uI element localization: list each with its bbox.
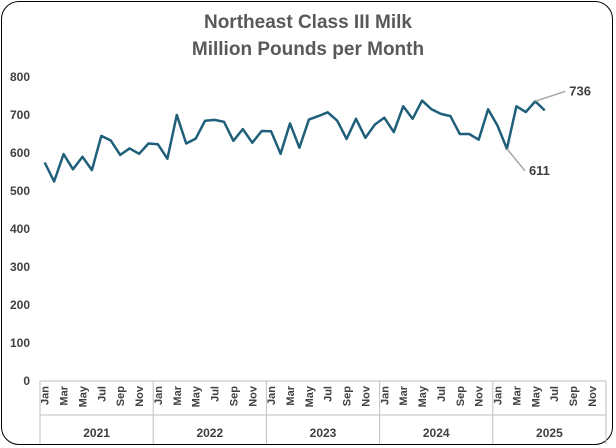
x-tick-label: Mar xyxy=(398,385,410,405)
x-tick-label: Jan xyxy=(379,386,391,405)
x-tick-label: Jan xyxy=(153,386,165,405)
x-tick-label: Nov xyxy=(247,385,259,407)
y-tick-label: 0 xyxy=(23,374,30,388)
x-tick-label: May xyxy=(304,385,316,407)
x-tick-label: Jan xyxy=(493,386,505,405)
annotations: 736 611 xyxy=(506,83,591,178)
y-tick-label: 300 xyxy=(10,260,30,274)
x-tick-label: Sep xyxy=(342,386,354,406)
y-tick-label: 500 xyxy=(10,184,30,198)
x-tick-label: Mar xyxy=(285,385,297,405)
year-label: 2022 xyxy=(196,426,223,440)
y-tick-label: 800 xyxy=(10,70,30,84)
x-tick-label: Sep xyxy=(568,386,580,406)
x-tick-label: May xyxy=(191,385,203,407)
x-tick-label: May xyxy=(77,385,89,407)
annotation-leader xyxy=(506,148,526,172)
x-tick-label: Sep xyxy=(228,386,240,406)
year-label: 2021 xyxy=(83,426,110,440)
x-tick-label: Jan xyxy=(40,386,52,405)
x-tick-label: Jan xyxy=(266,386,278,405)
x-tick-label: Nov xyxy=(587,385,599,407)
annotation-label: 736 xyxy=(569,83,591,98)
x-tick-label: Mar xyxy=(511,385,523,405)
year-label: 2024 xyxy=(423,426,450,440)
x-tick-label: Sep xyxy=(455,386,467,406)
annotation-leader xyxy=(535,90,566,103)
x-tick-label: May xyxy=(530,385,542,407)
chart-title-line-2: Million Pounds per Month xyxy=(192,39,424,60)
y-tick-label: 600 xyxy=(10,146,30,160)
x-tick-label: Jul xyxy=(210,386,222,402)
x-tick-label: Nov xyxy=(134,385,146,407)
year-label: 2023 xyxy=(310,426,337,440)
x-tick-label: Nov xyxy=(474,385,486,407)
x-tick-label: Mar xyxy=(59,385,71,405)
annotation-label: 611 xyxy=(529,163,550,178)
x-tick-label: Jul xyxy=(323,386,335,402)
plot-area xyxy=(43,99,546,183)
chart-title-line-1: Northeast Class III Milk xyxy=(204,12,412,33)
x-tick-label: Jul xyxy=(436,386,448,402)
x-tick-label: Jul xyxy=(549,386,561,402)
x-tick-label: Sep xyxy=(115,386,127,406)
x-tick-label: Nov xyxy=(360,385,372,407)
x-tick-label: Jul xyxy=(96,386,108,402)
x-tick-label: Mar xyxy=(172,385,184,405)
axes: 0 100 200 300 400 500 600 700 800 Jan Mar May Jul Sep… xyxy=(10,70,607,444)
y-tick-label: 200 xyxy=(10,298,30,312)
year-label: 2025 xyxy=(536,426,563,440)
y-tick-label: 100 xyxy=(10,336,30,350)
series-line xyxy=(43,99,546,183)
x-tick-label: May xyxy=(417,385,429,407)
y-tick-label: 700 xyxy=(10,108,30,122)
y-tick-label: 400 xyxy=(10,222,30,236)
